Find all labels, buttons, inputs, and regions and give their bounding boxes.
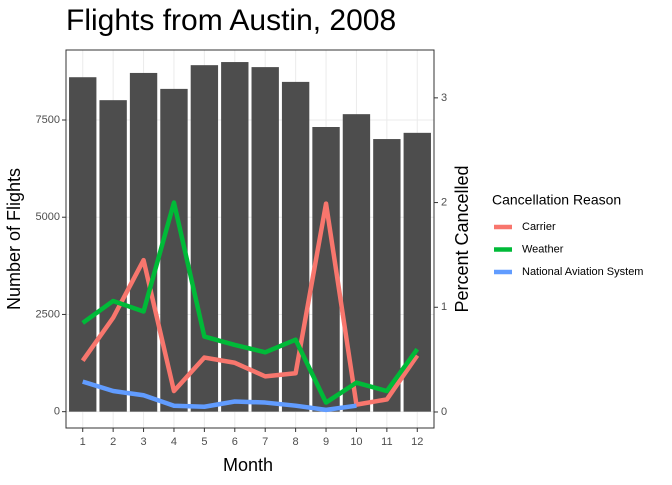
x-tick-label: 7 [262, 436, 268, 448]
x-axis-label: Month [223, 455, 273, 475]
y2-tick-label: 2 [441, 196, 447, 208]
x-tick-label: 4 [171, 436, 177, 448]
bar [221, 62, 249, 412]
bar [129, 72, 158, 412]
panel [66, 50, 434, 428]
y-tick-label: 0 [54, 406, 60, 418]
panel-border [65, 49, 435, 429]
x-tick-label: 2 [110, 436, 116, 448]
x-tick-label: 10 [350, 436, 362, 448]
legend-title: Cancellation Reason [492, 192, 621, 208]
y-tick-label: 2500 [36, 308, 60, 320]
line [80, 201, 420, 407]
y2-axis-label: Percent Cancelled [452, 165, 472, 312]
bar [69, 77, 97, 412]
y2-tick-label: 3 [441, 92, 447, 104]
x-tick-label: 5 [201, 436, 207, 448]
x-tick-label: 3 [140, 436, 146, 448]
x-tick-label: 9 [323, 436, 329, 448]
x-tick-label: 8 [293, 436, 299, 448]
x-tick-label: 1 [80, 436, 86, 448]
bar [190, 65, 219, 412]
legend-label: Weather [522, 243, 564, 255]
bar [373, 139, 401, 412]
legend-label: National Aviation System [522, 266, 643, 278]
bar [99, 100, 127, 412]
x-tick-label: 12 [411, 436, 423, 448]
x-tick-label: 6 [232, 436, 238, 448]
y2-tick-label: 0 [441, 406, 447, 418]
chart-title: Flights from Austin, 2008 [66, 4, 396, 37]
bar [342, 114, 371, 412]
bar [251, 67, 279, 412]
y2-tick-label: 1 [441, 301, 447, 313]
x-tick-label: 11 [381, 436, 392, 448]
line [82, 379, 357, 413]
legend-label: Carrier [522, 221, 556, 233]
y-tick-label: 7500 [36, 114, 60, 126]
line [81, 200, 420, 405]
y-tick-label: 5000 [36, 211, 60, 223]
y-axis-label: Number of Flights [4, 168, 24, 310]
